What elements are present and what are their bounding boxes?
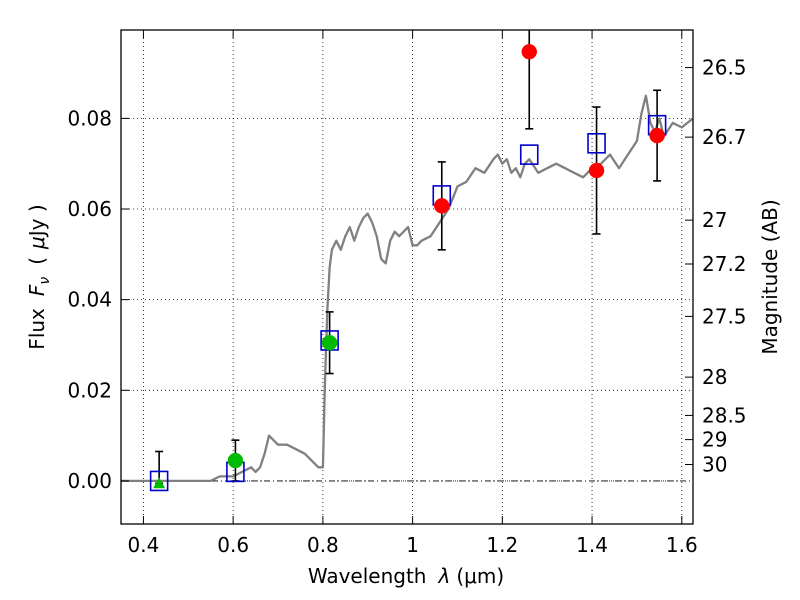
x-tick-label: 0.6 bbox=[217, 533, 249, 557]
mag-tick-label: 28.5 bbox=[702, 403, 747, 427]
observed-flux-point bbox=[521, 44, 538, 60]
observed-flux-point bbox=[321, 334, 338, 351]
upper-limit-triangle bbox=[153, 477, 166, 489]
template-sed-line bbox=[121, 94, 693, 483]
mag-tick-label: 26.7 bbox=[702, 125, 747, 149]
x-axis-label: Wavelength λ (μm) bbox=[308, 564, 504, 588]
plot-area bbox=[121, 30, 693, 492]
x-tick-label: 1.4 bbox=[576, 533, 608, 557]
grid bbox=[121, 30, 693, 524]
observed-flux-point bbox=[227, 452, 244, 469]
y-axis-label: FluxFν(μJy ) bbox=[25, 204, 53, 349]
mag-tick-label: 27.5 bbox=[702, 304, 747, 328]
y-tick-label: 0.02 bbox=[67, 378, 112, 402]
mag-tick-label: 30 bbox=[702, 452, 727, 476]
observed-flux-point bbox=[649, 127, 665, 144]
mag-tick-label: 28 bbox=[702, 365, 727, 389]
model-flux-square bbox=[149, 470, 169, 492]
x-tick-label: 1.6 bbox=[666, 533, 698, 557]
observed-flux-point bbox=[588, 162, 605, 179]
observed-flux-point bbox=[434, 198, 450, 214]
model-flux-square bbox=[587, 133, 606, 154]
tick-labels: 0.4 0.6 0.8 1 1.2 1.4 1.6 0.00 0.02 0.04 0.06 0.08 2… bbox=[67, 56, 746, 557]
axis-ticks bbox=[121, 30, 693, 524]
x-tick-label: 1 bbox=[406, 533, 419, 557]
x-tick-label: 1.2 bbox=[486, 533, 518, 557]
y-tick-label: 0.04 bbox=[67, 288, 112, 312]
model-flux-square bbox=[519, 144, 539, 165]
x-tick-label: 0.8 bbox=[307, 533, 339, 557]
y-tick-label: 0.00 bbox=[67, 469, 112, 493]
x-tick-label: 0.4 bbox=[128, 533, 160, 557]
mag-tick-label: 29 bbox=[702, 428, 727, 452]
right-axis-label: Magnitude (AB) bbox=[758, 199, 782, 354]
y-tick-label: 0.08 bbox=[67, 106, 112, 130]
mag-tick-label: 26.5 bbox=[702, 56, 747, 80]
mag-tick-label: 27.2 bbox=[702, 252, 747, 276]
data-markers bbox=[149, 30, 667, 492]
y-tick-label: 0.06 bbox=[67, 197, 112, 221]
mag-tick-label: 27 bbox=[702, 208, 727, 232]
plot-frame bbox=[120, 29, 694, 525]
